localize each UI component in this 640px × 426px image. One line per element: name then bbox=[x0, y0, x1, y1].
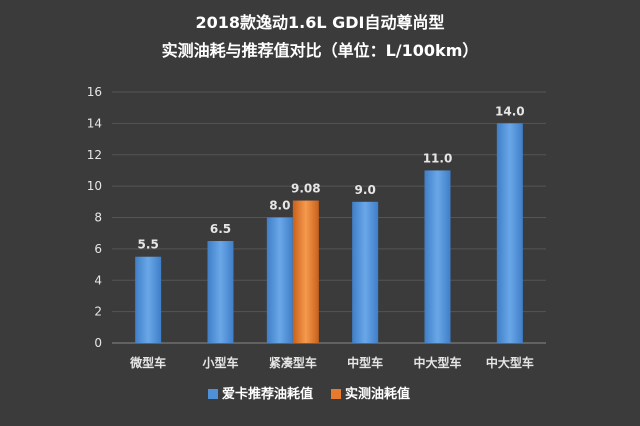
y-tick-label: 0 bbox=[94, 336, 102, 350]
x-axis-categories: 微型车 小型车 紧凑型车 中型车 中大型车 中大型车 bbox=[129, 355, 534, 370]
bar-recommended bbox=[266, 217, 293, 343]
data-label: 9.0 bbox=[355, 183, 376, 197]
data-label: 5.5 bbox=[138, 238, 159, 252]
y-axis-ticks: 0 2 4 6 8 10 12 14 16 bbox=[87, 85, 102, 350]
bar-recommended bbox=[207, 241, 234, 343]
y-tick-label: 16 bbox=[87, 85, 102, 99]
y-tick-label: 14 bbox=[87, 116, 102, 130]
legend-swatch-recommended bbox=[208, 389, 218, 399]
x-category-label: 微型车 bbox=[129, 355, 166, 370]
bar-measured bbox=[292, 200, 319, 343]
y-tick-label: 8 bbox=[94, 211, 102, 225]
bar-recommended bbox=[352, 201, 379, 343]
chart-title-line2: 实测油耗与推荐值对比（单位：L/100km） bbox=[162, 41, 479, 60]
y-tick-label: 10 bbox=[87, 179, 102, 193]
y-tick-label: 2 bbox=[94, 305, 102, 319]
chart-title-line1: 2018款逸动1.6L GDI自动尊尚型 bbox=[195, 13, 444, 32]
grid bbox=[112, 91, 546, 344]
x-category-label: 紧凑型车 bbox=[269, 355, 317, 370]
bar-recommended bbox=[424, 170, 451, 343]
y-tick-label: 6 bbox=[94, 242, 102, 256]
legend-label-recommended: 爱卡推荐油耗值 bbox=[222, 386, 313, 402]
y-tick-label: 4 bbox=[94, 273, 102, 287]
data-label: 11.0 bbox=[423, 151, 453, 165]
legend-swatch-measured bbox=[331, 389, 341, 399]
bar-recommended bbox=[135, 256, 162, 343]
x-category-label: 小型车 bbox=[202, 355, 238, 370]
data-label: 9.08 bbox=[291, 182, 321, 196]
bar-recommended bbox=[496, 123, 523, 343]
data-label: 8.0 bbox=[269, 199, 290, 213]
x-category-label: 中大型车 bbox=[486, 355, 534, 370]
data-label: 14.0 bbox=[495, 104, 525, 118]
legend-label-measured: 实测油耗值 bbox=[345, 386, 410, 402]
data-labels: 5.5 6.5 8.09.08 9.0 11.0 14.0 bbox=[138, 104, 525, 251]
legend: 爱卡推荐油耗值 实测油耗值 bbox=[208, 386, 410, 402]
bars bbox=[135, 123, 523, 343]
x-category-label: 中大型车 bbox=[413, 355, 461, 370]
y-tick-label: 12 bbox=[87, 148, 102, 162]
x-category-label: 中型车 bbox=[347, 355, 383, 370]
data-label: 6.5 bbox=[210, 222, 231, 236]
